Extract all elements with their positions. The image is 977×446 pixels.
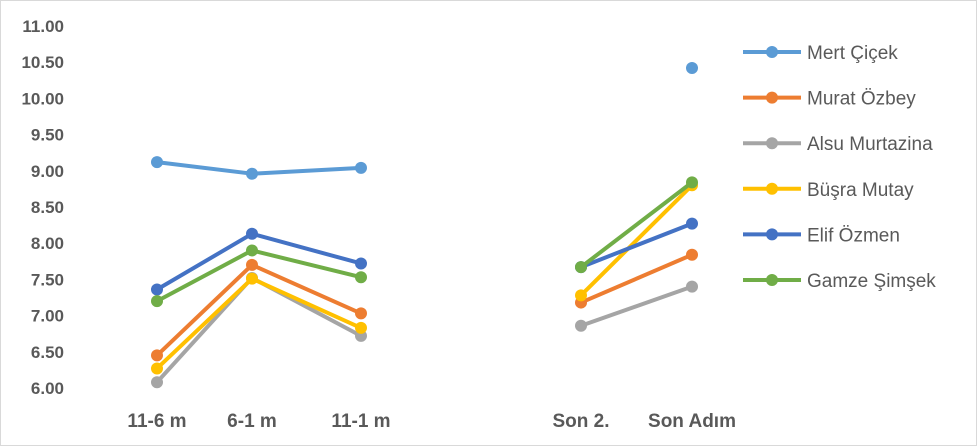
y-tick-label: 7.50 <box>31 270 64 289</box>
legend-marker <box>766 46 778 58</box>
legend-marker <box>766 228 778 241</box>
legend-label: Elif Özmen <box>807 225 900 246</box>
legend-item: Mert Çiçek <box>743 43 898 64</box>
data-point <box>575 289 587 302</box>
y-tick-label: 8.50 <box>31 198 64 217</box>
legend-item: Elif Özmen <box>743 225 900 246</box>
data-point <box>246 258 258 271</box>
series-line <box>580 221 693 269</box>
y-tick-label: 8.00 <box>31 234 64 253</box>
data-point <box>575 319 587 332</box>
plot-area <box>151 61 698 389</box>
data-point <box>151 349 163 362</box>
x-axis: 11-6 m 6-1 m 11-1 m Son 2. Son Adım <box>127 411 736 432</box>
data-point <box>355 271 367 284</box>
x-tick-label: 6-1 m <box>227 411 277 432</box>
legend-marker <box>766 182 778 195</box>
series-line <box>155 275 362 384</box>
legend-marker <box>766 137 778 150</box>
legend-item: Alsu Murtazina <box>743 134 933 155</box>
y-tick-label: 6.50 <box>31 343 64 362</box>
y-axis: 6.00 6.50 7.00 7.50 8.00 8.50 9.00 9.50 10.00 10.… <box>21 17 64 398</box>
data-point <box>686 217 698 230</box>
data-point <box>355 257 367 270</box>
legend-label: Mert Çiçek <box>807 43 898 64</box>
data-point <box>355 161 367 174</box>
data-point <box>151 156 163 169</box>
series-line <box>580 252 693 305</box>
legend-label: Alsu Murtazina <box>807 134 933 155</box>
data-point <box>151 376 163 389</box>
legend-marker <box>766 91 778 104</box>
series-line <box>579 180 694 269</box>
legend-marker <box>766 274 778 286</box>
data-point <box>151 283 163 296</box>
series-0 <box>151 61 698 180</box>
y-tick-label: 10.50 <box>21 53 64 72</box>
data-point <box>151 295 163 308</box>
data-point <box>575 261 587 274</box>
data-point <box>686 176 698 189</box>
x-tick-label: 11-6 m <box>127 411 186 432</box>
series-line <box>156 160 362 176</box>
data-point <box>246 244 258 257</box>
series-line <box>579 183 694 297</box>
legend-item: Gamze Şimşek <box>743 271 936 292</box>
y-tick-label: 7.00 <box>31 307 64 326</box>
series-5 <box>151 176 698 308</box>
y-tick-label: 11.00 <box>22 17 64 36</box>
legend-label: Büşra Mutay <box>807 180 914 201</box>
legend-item: Murat Özbey <box>743 89 916 110</box>
y-tick-label: 9.50 <box>31 126 64 145</box>
data-point <box>355 321 367 334</box>
y-tick-label: 6.00 <box>31 379 64 398</box>
legend-item: Büşra Mutay <box>743 180 914 201</box>
y-tick-label: 10.00 <box>21 89 64 108</box>
data-point <box>151 362 163 375</box>
data-point <box>686 280 698 293</box>
x-tick-label: 11-1 m <box>331 411 390 432</box>
data-point <box>355 307 367 320</box>
x-tick-label: Son Adım <box>648 411 736 432</box>
data-point <box>246 227 258 240</box>
x-tick-label: Son 2. <box>552 411 609 432</box>
series-line <box>156 248 362 303</box>
legend-label: Gamze Şimşek <box>807 271 936 292</box>
data-point <box>246 272 258 285</box>
series-3 <box>151 179 698 375</box>
data-point <box>686 248 698 261</box>
data-point <box>686 61 698 74</box>
series-1 <box>151 248 698 362</box>
legend-label: Murat Özbey <box>807 89 916 110</box>
legend: Mert Çiçek Murat Özbey Alsu Murtazina Büşra… <box>743 43 936 292</box>
data-point <box>246 167 258 180</box>
series-line <box>580 284 693 328</box>
y-tick-label: 9.00 <box>31 162 64 181</box>
